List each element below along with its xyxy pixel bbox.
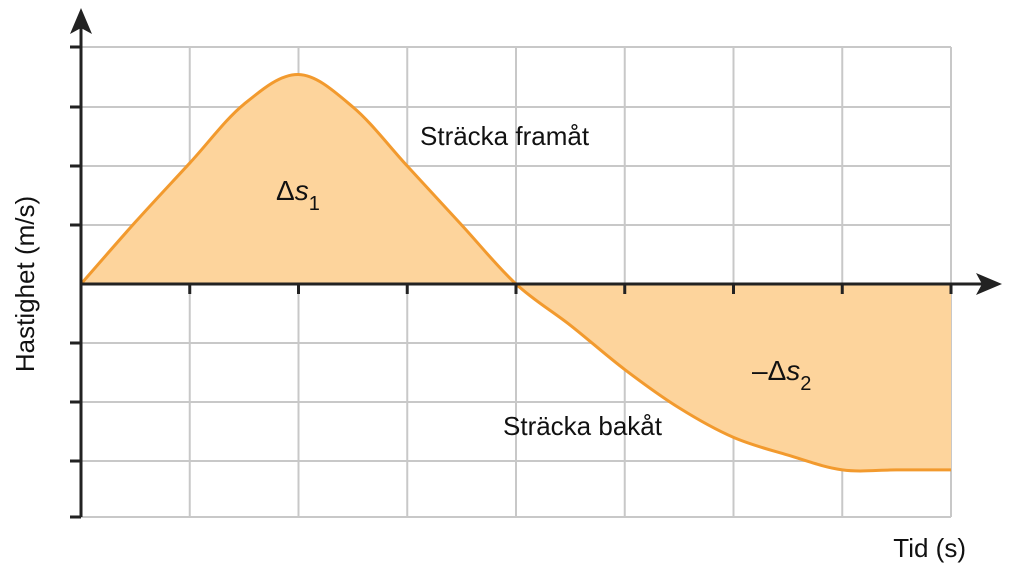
axes — [70, 8, 1002, 519]
y-axis-label: Hastighet (m/s) — [10, 196, 40, 372]
velocity-curve — [79, 73, 951, 473]
area-forward — [81, 74, 516, 284]
x-axis-arrow — [976, 273, 1002, 295]
region-label-minus-delta-s2: –Δs2 — [752, 355, 811, 395]
annotation-backward-distance: Sträcka bakåt — [503, 411, 663, 441]
area-backward — [516, 284, 951, 471]
y-axis-arrow — [70, 8, 92, 34]
x-axis-label: Tid (s) — [893, 533, 966, 563]
annotation-forward-distance: Sträcka framåt — [420, 121, 590, 151]
region-label-delta-s1: Δs1 — [276, 175, 320, 215]
